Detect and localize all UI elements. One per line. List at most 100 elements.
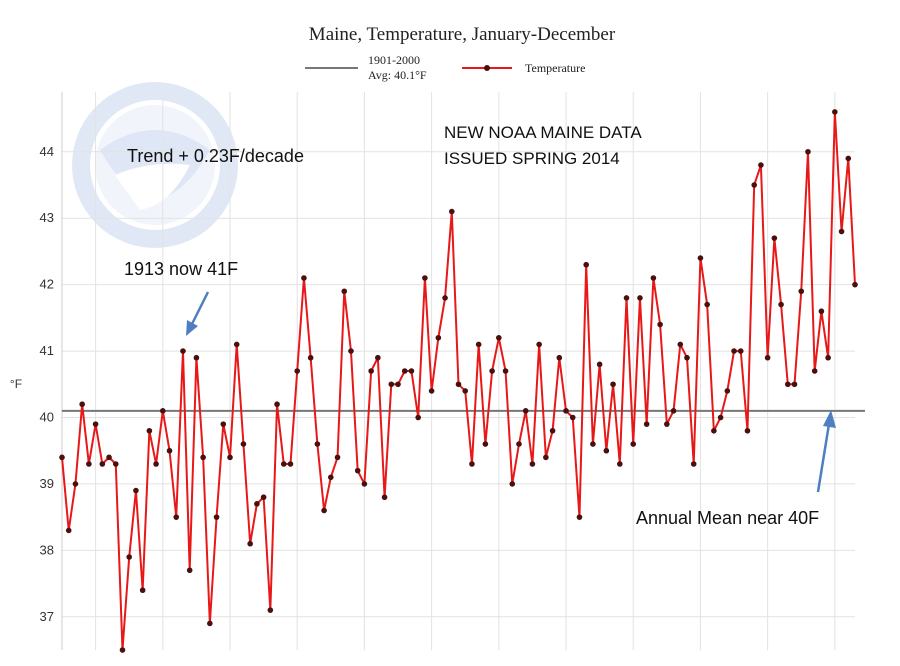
data-point [213, 514, 220, 520]
data-point [771, 235, 778, 241]
data-point [610, 381, 616, 388]
data-point [99, 461, 106, 467]
legend-temperature-marker [484, 65, 490, 71]
data-point [717, 414, 724, 421]
grid [62, 92, 855, 650]
data-point [825, 354, 831, 361]
data-point [496, 334, 502, 341]
data-point [569, 414, 576, 421]
data-point [737, 348, 744, 354]
data-point [267, 607, 274, 613]
data-point [388, 381, 395, 388]
data-point [294, 368, 301, 374]
data-point [462, 388, 469, 394]
data-point [153, 461, 159, 467]
data-point [448, 208, 455, 215]
data-point [428, 388, 435, 394]
data-point [280, 461, 287, 467]
data-point [664, 421, 670, 427]
y-tick-label: 42 [40, 277, 54, 292]
data-point [764, 354, 771, 361]
y-axis-label: °F [10, 377, 22, 391]
data-point [751, 182, 757, 188]
noaa-annotation-line-1: NEW NOAA MAINE DATA [444, 123, 642, 142]
data-point [112, 461, 119, 467]
data-point [704, 301, 710, 308]
data-point [522, 408, 529, 414]
data-point [556, 354, 563, 361]
data-point [724, 388, 731, 394]
data-point [852, 281, 858, 288]
y-tick-label: 39 [40, 476, 54, 491]
data-point [697, 255, 704, 261]
data-point [106, 454, 112, 461]
data-point [307, 354, 314, 361]
year-1913-annotation: 1913 now 41F [124, 259, 238, 279]
data-point [469, 461, 475, 467]
temperature-series [59, 109, 858, 653]
data-point [838, 228, 845, 235]
noaa-annotation-line-2: ISSUED SPRING 2014 [444, 149, 620, 168]
data-point [287, 461, 294, 467]
data-point [207, 620, 213, 627]
y-tick-label: 38 [40, 542, 54, 557]
data-point [193, 354, 200, 361]
data-point [590, 441, 596, 447]
legend: 1901-2000 Avg: 40.1°F Temperature [305, 53, 585, 82]
data-point [845, 155, 852, 162]
data-point [401, 368, 408, 374]
y-tick-label: 44 [40, 144, 54, 159]
data-point [341, 288, 348, 295]
data-point [643, 421, 650, 427]
y-axis-ticks: 37 38 39 40 41 42 43 44 [40, 144, 54, 624]
data-point [240, 441, 247, 447]
data-point [758, 162, 764, 168]
data-point [200, 454, 206, 461]
data-point [677, 341, 684, 348]
data-point [778, 301, 784, 308]
data-point [348, 348, 354, 354]
data-point [489, 368, 495, 374]
data-point [711, 427, 717, 434]
data-point [328, 474, 334, 481]
data-point [139, 587, 146, 594]
data-point [603, 447, 610, 454]
data-point [516, 441, 522, 447]
chart-title: Maine, Temperature, January-December [309, 24, 616, 45]
data-point [657, 321, 663, 328]
data-point [529, 461, 536, 467]
data-point [811, 368, 818, 374]
legend-baseline-label-2: Avg: 40.1°F [368, 68, 427, 82]
data-point [415, 414, 421, 421]
data-point [583, 261, 589, 268]
data-point [321, 507, 327, 514]
data-point [596, 361, 603, 368]
data-point [744, 427, 751, 434]
data-point [368, 368, 374, 374]
data-point [616, 461, 623, 467]
noaa-logo [72, 82, 238, 248]
y-tick-label: 37 [40, 609, 54, 624]
y-tick-label: 41 [40, 343, 54, 358]
data-point [549, 427, 556, 434]
data-point [784, 381, 791, 388]
annual-mean-annotation: Annual Mean near 40F [636, 508, 819, 528]
data-point [543, 454, 549, 461]
data-point [502, 368, 509, 374]
y-tick-label: 43 [40, 210, 54, 225]
trend-annotation: Trend + 0.23F/decade [127, 146, 304, 166]
data-point [482, 441, 489, 447]
data-point [79, 401, 85, 408]
data-point [233, 341, 240, 348]
data-point [435, 334, 442, 341]
data-point [173, 514, 180, 520]
data-point [475, 341, 482, 348]
data-point [731, 348, 737, 354]
data-point [180, 348, 186, 354]
data-point [576, 514, 583, 520]
arrow-annual-mean [816, 410, 836, 493]
data-point [146, 427, 153, 434]
legend-baseline-label-1: 1901-2000 [368, 53, 420, 67]
data-point [422, 275, 428, 281]
